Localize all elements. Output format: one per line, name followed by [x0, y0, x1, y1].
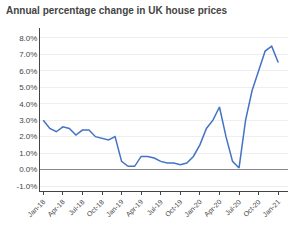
svg-text:8.0%: 8.0%	[19, 34, 37, 43]
svg-text:4.0%: 4.0%	[19, 100, 37, 109]
svg-text:Jul-20: Jul-20	[224, 198, 243, 217]
svg-text:6.0%: 6.0%	[19, 67, 37, 76]
svg-text:Oct-18: Oct-18	[85, 198, 105, 218]
svg-text:Jan-19: Jan-19	[105, 198, 125, 218]
svg-text:5.0%: 5.0%	[19, 83, 37, 92]
svg-text:Apr-18: Apr-18	[46, 198, 67, 219]
svg-text:3.0%: 3.0%	[19, 116, 37, 125]
svg-text:Jul-19: Jul-19	[145, 198, 164, 217]
svg-text:-1.0%: -1.0%	[16, 182, 37, 191]
svg-text:7.0%: 7.0%	[19, 50, 37, 59]
svg-text:0.0%: 0.0%	[19, 165, 37, 174]
svg-text:Jan-21: Jan-21	[261, 198, 281, 218]
svg-text:Oct-20: Oct-20	[242, 198, 262, 218]
svg-text:Oct-19: Oct-19	[164, 198, 184, 218]
svg-text:1.0%: 1.0%	[19, 149, 37, 158]
svg-text:Jan-20: Jan-20	[183, 198, 203, 218]
svg-text:Annual percentage change in UK: Annual percentage change in UK house pri…	[6, 5, 228, 16]
svg-text:2.0%: 2.0%	[19, 132, 37, 141]
svg-text:Apr-19: Apr-19	[125, 198, 146, 219]
svg-text:Apr-20: Apr-20	[203, 198, 224, 219]
svg-text:Jul-18: Jul-18	[67, 198, 86, 217]
svg-text:Jan-18: Jan-18	[26, 198, 46, 218]
